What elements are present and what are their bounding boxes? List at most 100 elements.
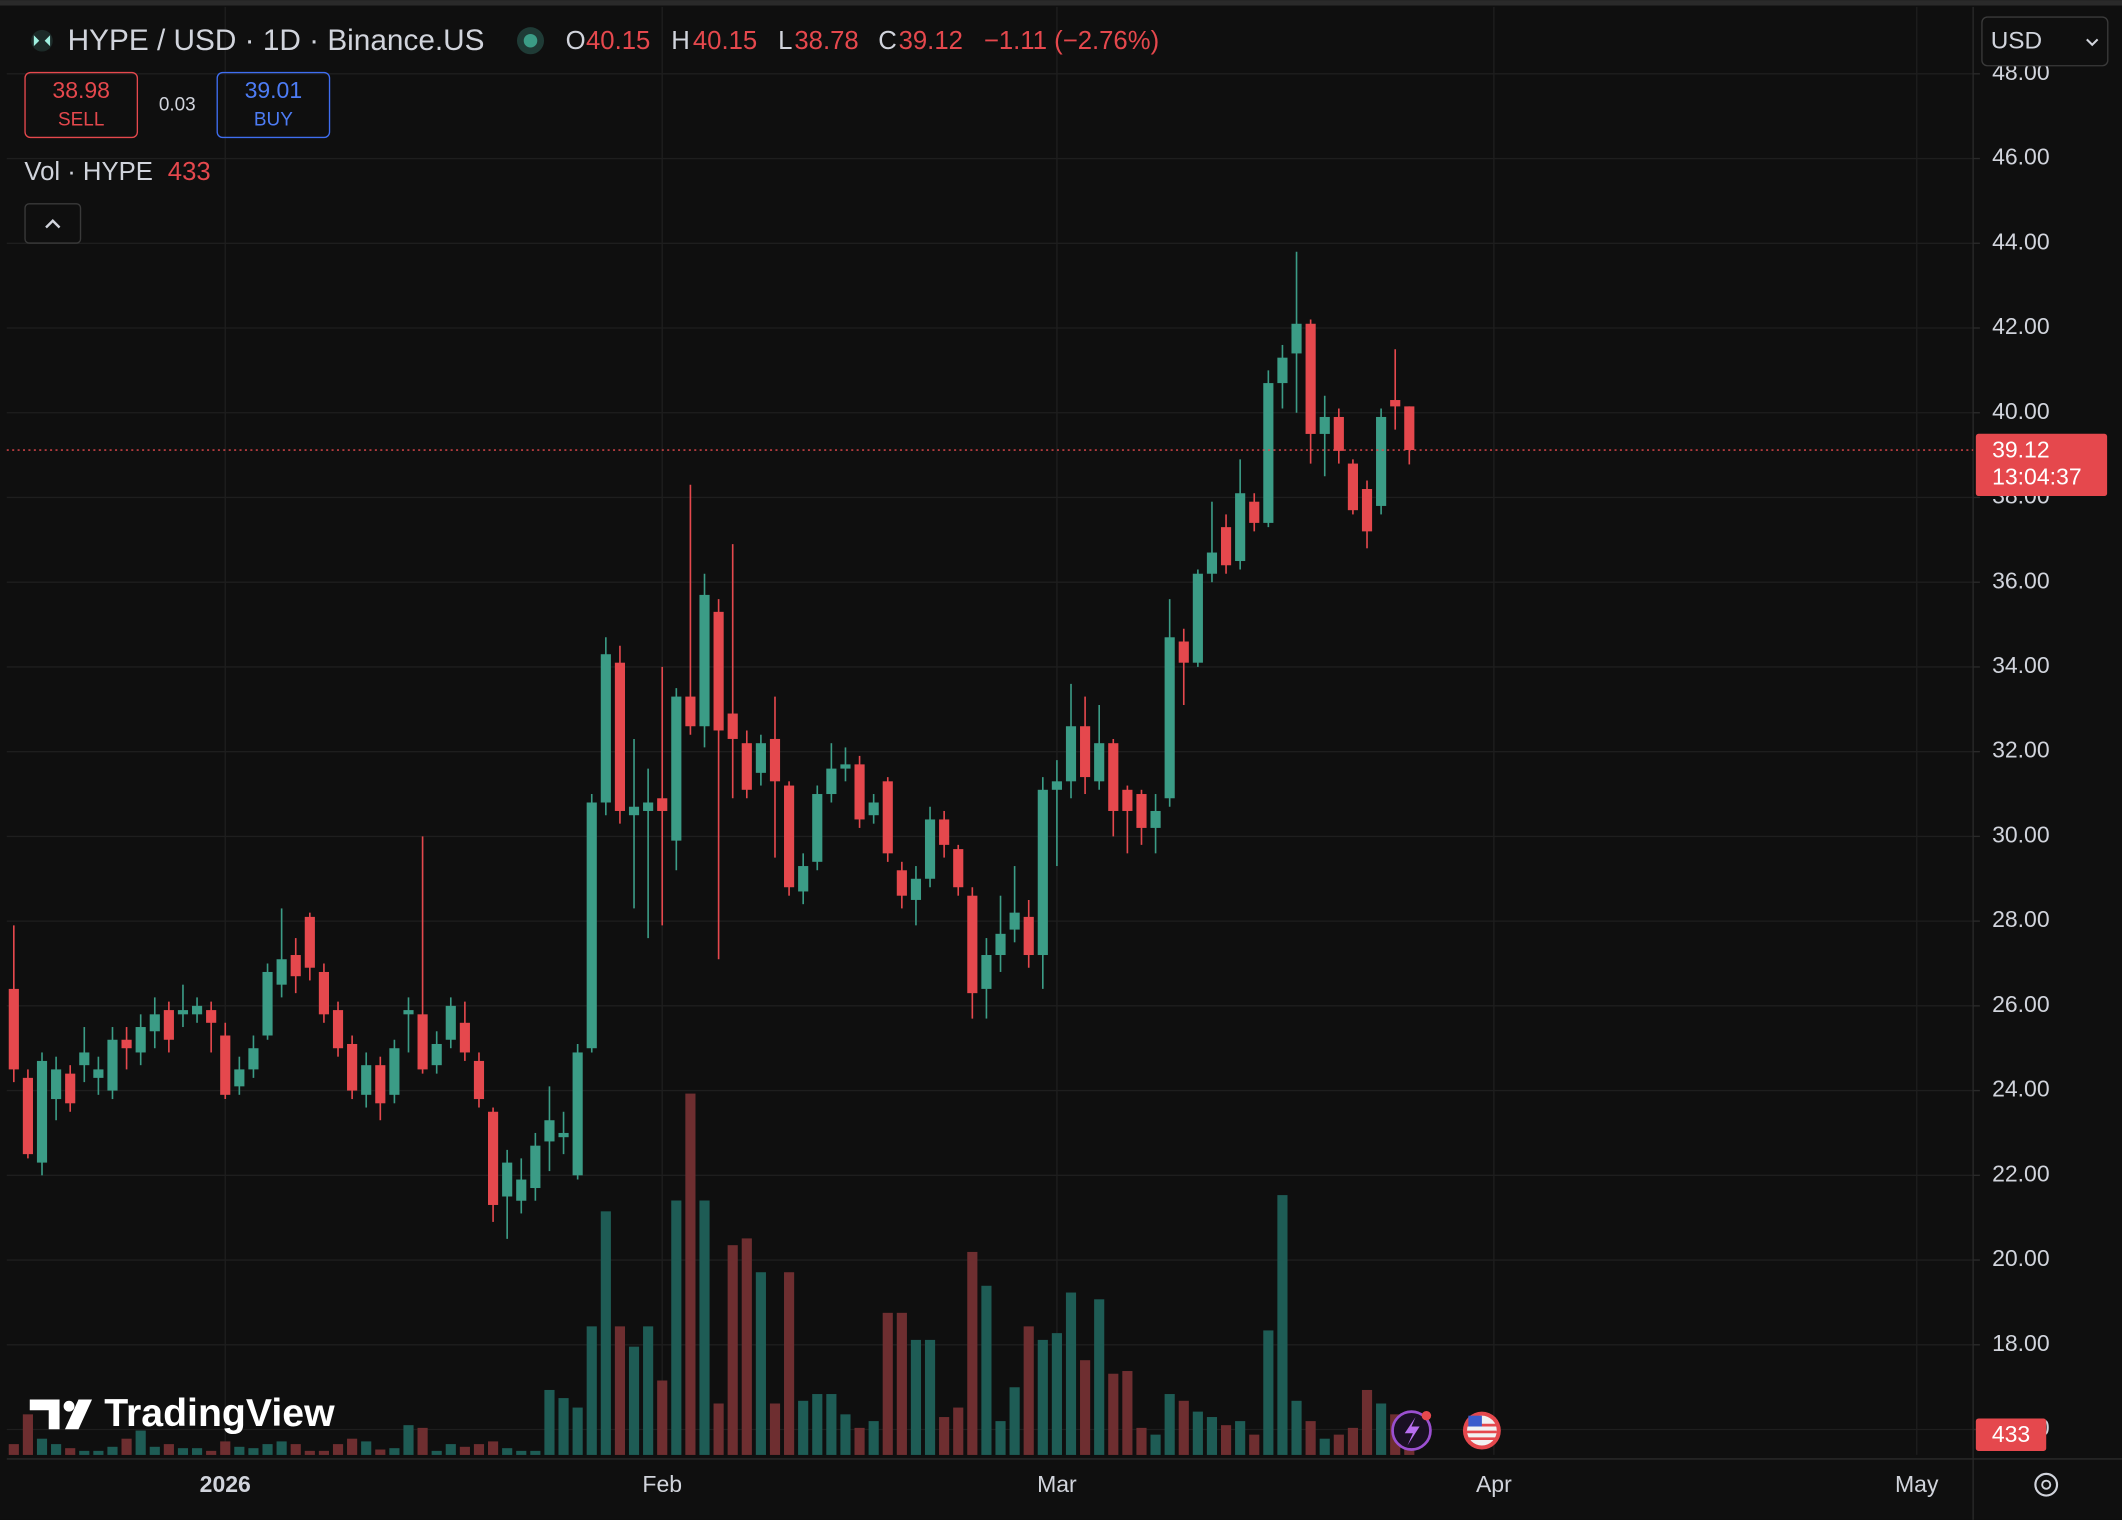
candle-body: [389, 1048, 400, 1095]
candle-body: [403, 1010, 414, 1015]
volume-bar: [727, 1245, 738, 1455]
candle-body: [572, 1052, 583, 1176]
x-tick-label: Apr: [1476, 1471, 1512, 1497]
volume-bar: [1376, 1403, 1387, 1455]
low-label: L: [778, 27, 792, 55]
collapse-button[interactable]: [24, 203, 82, 244]
volume-bar: [1136, 1427, 1147, 1455]
candle-body: [65, 1073, 76, 1104]
currency-label[interactable]: USD: [1991, 28, 2042, 55]
candle-body: [967, 895, 978, 994]
sell-button[interactable]: 38.98 SELL: [24, 71, 139, 139]
volume-bar: [572, 1407, 583, 1455]
candle-body: [685, 696, 696, 727]
volume-badge-value: 433: [1992, 1421, 2030, 1447]
flag-canton[interactable]: [1468, 1415, 1482, 1427]
candle-body: [1220, 527, 1232, 566]
volume-badge: [1975, 1418, 2047, 1451]
candle-body: [1390, 400, 1401, 407]
status-dot: [523, 33, 538, 48]
volume-bar: [1178, 1400, 1189, 1455]
candle-body: [177, 1010, 189, 1015]
candle-body: [220, 1035, 231, 1095]
settings-center[interactable]: [2041, 1479, 2052, 1490]
top-border: [0, 0, 2122, 6]
volume-bar: [516, 1450, 527, 1455]
y-tick-label: 30.00: [1992, 821, 2050, 847]
settings-icon[interactable]: [2034, 1472, 2059, 1497]
candle-body: [727, 713, 738, 739]
candle-body: [163, 1010, 174, 1040]
candle-body: [347, 1043, 358, 1091]
candle-body: [1305, 323, 1316, 434]
candle-body: [1319, 416, 1330, 434]
toolbar-icons[interactable]: [1391, 1410, 2059, 1497]
volume-bar: [502, 1448, 513, 1455]
high-label: H: [671, 27, 690, 55]
currency-select[interactable]: USD: [1981, 16, 2109, 67]
volume-bar: [417, 1427, 428, 1455]
candle-body: [755, 743, 766, 773]
candle-body: [487, 1111, 499, 1205]
y-tick-label: 32.00: [1992, 737, 2050, 763]
volume-bar: [784, 1272, 795, 1455]
buy-button[interactable]: 39.01 BUY: [216, 71, 331, 139]
volume-bar: [135, 1430, 146, 1455]
volume-bar: [403, 1425, 414, 1455]
volume-bar: [163, 1444, 174, 1455]
candle-body: [910, 878, 922, 900]
sell-box[interactable]: [24, 71, 139, 139]
x-tick-label: May: [1895, 1471, 1939, 1497]
volume-bar: [981, 1285, 992, 1455]
candle-body: [1404, 406, 1415, 451]
volume-bar: [741, 1238, 752, 1455]
candle-body: [643, 802, 654, 811]
candle-body: [1037, 789, 1048, 956]
volume-bar: [1220, 1425, 1232, 1455]
volume-bar: [1164, 1394, 1175, 1455]
candle-body: [1206, 552, 1218, 574]
candle-body: [445, 1005, 456, 1040]
volume-bar: [177, 1448, 189, 1455]
candle-body: [1277, 357, 1288, 384]
close-value: 39.12: [899, 27, 963, 55]
price-badge-countdown: 13:04:37: [1992, 464, 2082, 490]
volume-bar: [671, 1200, 682, 1455]
volume-bar: [1051, 1333, 1062, 1455]
sell-label[interactable]: SELL: [58, 110, 104, 131]
currency-arrow[interactable]: [2086, 38, 2099, 47]
candle-body: [1094, 743, 1105, 782]
lightning-bolt[interactable]: [1404, 1417, 1420, 1446]
volume-bar: [1023, 1326, 1034, 1455]
candle-body: [1333, 416, 1344, 451]
volume-bar: [290, 1444, 301, 1455]
candle-body: [459, 1022, 470, 1053]
collapse-box[interactable]: [24, 203, 82, 244]
candle-body: [544, 1120, 555, 1142]
y-tick-label: 42.00: [1992, 313, 2050, 339]
change: −1.11 (−2.76%): [984, 27, 1159, 55]
volume-bar: [798, 1400, 809, 1455]
buy-price[interactable]: 39.01: [245, 77, 303, 103]
volume-bar: [1206, 1417, 1218, 1455]
volume-bar: [544, 1389, 555, 1455]
notification-dot[interactable]: [1421, 1410, 1432, 1421]
x-tick-label: Mar: [1037, 1471, 1077, 1497]
candle-body: [953, 849, 964, 888]
collapse-icon[interactable]: [45, 218, 61, 229]
volume-bar: [361, 1441, 372, 1455]
candle-body: [417, 1014, 428, 1070]
candle-body: [628, 806, 640, 816]
y-tick-label: 36.00: [1992, 567, 2050, 593]
candle-body: [1291, 323, 1302, 354]
candle-body: [600, 654, 611, 803]
buy-label[interactable]: BUY: [254, 110, 293, 131]
candle-body: [473, 1060, 485, 1100]
candle-body: [1023, 916, 1034, 956]
sell-price[interactable]: 38.98: [52, 77, 110, 103]
currency-box[interactable]: [1981, 16, 2109, 67]
candle-body: [558, 1132, 569, 1138]
y-tick-label: 28.00: [1992, 906, 2050, 932]
candle-body: [262, 971, 273, 1036]
buy-box[interactable]: [216, 71, 331, 139]
